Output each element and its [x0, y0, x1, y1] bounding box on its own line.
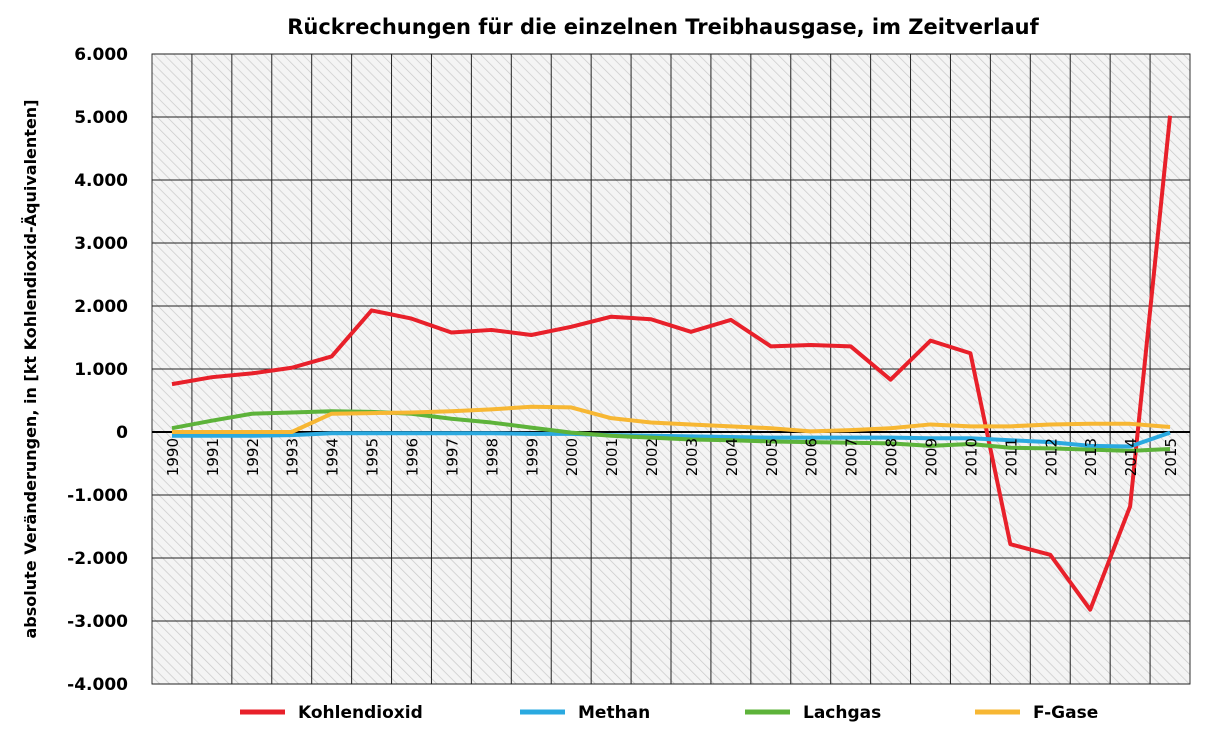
y-tick-label: 3.000: [74, 234, 128, 254]
x-tick-label: 1994: [324, 438, 342, 476]
y-tick-label: 6.000: [74, 45, 128, 65]
x-tick-label: 2012: [1042, 438, 1060, 476]
y-tick-label: -4.000: [67, 675, 128, 695]
y-tick-label: 2.000: [74, 297, 128, 317]
y-tick-label: 0: [116, 423, 128, 443]
x-tick-label: 1999: [523, 438, 541, 476]
x-tick-label: 2013: [1082, 438, 1100, 476]
y-tick-label: -2.000: [67, 549, 128, 569]
legend-label-f-gase: F-Gase: [1033, 703, 1098, 723]
series-line-kohlendioxid: [171, 115, 1173, 612]
y-tick-label: 4.000: [74, 171, 128, 191]
y-tick-label: 5.000: [74, 108, 128, 128]
x-tick-label: 2003: [683, 438, 701, 476]
x-tick-label: 2011: [1002, 438, 1020, 476]
x-tick-label: 2005: [763, 438, 781, 476]
x-tick-label: 1992: [244, 438, 262, 476]
legend-label-lachgas: Lachgas: [803, 703, 881, 723]
chart-title: Rückrechungen für die einzelnen Treibhau…: [287, 15, 1039, 39]
x-tick-label: 1993: [284, 438, 302, 476]
x-tick-label: 2009: [923, 438, 941, 476]
series-line-methan: [171, 430, 1171, 449]
x-tick-label: 2004: [723, 438, 741, 476]
x-tick-label: 2006: [803, 438, 821, 476]
x-tick-label: 2000: [563, 438, 581, 476]
x-tick-label: 2002: [643, 438, 661, 476]
x-tick-label: 1996: [404, 438, 422, 476]
series-line-f-gase: [171, 404, 1171, 434]
x-tick-label: 1990: [164, 438, 182, 476]
x-tick-label: 2010: [962, 438, 980, 476]
y-tick-label: -1.000: [67, 486, 128, 506]
x-tick-label: 2001: [603, 438, 621, 476]
x-tick-label: 1997: [443, 438, 461, 476]
x-tick-label: 1998: [483, 438, 501, 476]
legend-label-methan: Methan: [578, 703, 650, 723]
x-tick-label: 2015: [1162, 438, 1180, 476]
x-tick-label: 2008: [883, 438, 901, 476]
x-tick-label: 2007: [843, 438, 861, 476]
legend-label-kohlendioxid: Kohlendioxid: [298, 703, 423, 723]
x-tick-label: 1995: [364, 438, 382, 476]
x-tick-label: 1991: [204, 438, 222, 476]
y-tick-label: 1.000: [74, 360, 128, 380]
x-tick-label: 2014: [1122, 438, 1140, 476]
series-line-lachgas: [171, 409, 1171, 453]
y-tick-label: -3.000: [67, 612, 128, 632]
y-axis-label: absolute Veränderungen, in [kt Kohlendio…: [21, 99, 40, 638]
